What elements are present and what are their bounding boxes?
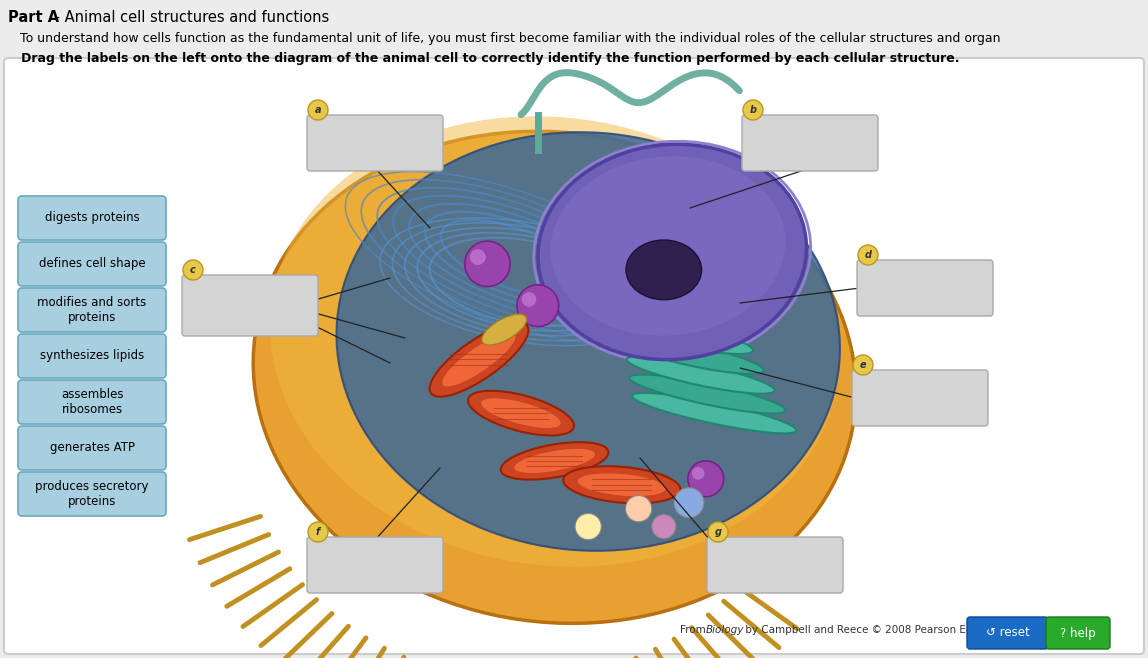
Ellipse shape (501, 442, 608, 480)
Text: - Animal cell structures and functions: - Animal cell structures and functions (51, 10, 329, 25)
Text: f: f (316, 527, 320, 537)
Ellipse shape (254, 132, 856, 623)
Ellipse shape (336, 132, 840, 551)
FancyBboxPatch shape (18, 196, 166, 240)
Ellipse shape (619, 301, 743, 334)
Circle shape (183, 260, 203, 280)
FancyBboxPatch shape (18, 472, 166, 516)
Text: digests proteins: digests proteins (45, 211, 139, 224)
FancyBboxPatch shape (18, 288, 166, 332)
Circle shape (692, 467, 705, 480)
Ellipse shape (468, 391, 574, 436)
Ellipse shape (538, 144, 806, 360)
FancyBboxPatch shape (183, 275, 318, 336)
Circle shape (517, 285, 559, 326)
Ellipse shape (429, 322, 528, 397)
Circle shape (626, 495, 652, 522)
Text: generates ATP: generates ATP (49, 442, 134, 455)
Ellipse shape (482, 314, 527, 345)
Ellipse shape (270, 116, 839, 567)
Circle shape (575, 513, 602, 540)
FancyBboxPatch shape (18, 334, 166, 378)
Text: e: e (860, 360, 867, 370)
FancyBboxPatch shape (307, 115, 443, 171)
Circle shape (708, 522, 728, 542)
FancyBboxPatch shape (307, 537, 443, 593)
Text: Part A: Part A (8, 10, 60, 25)
Text: d: d (864, 250, 871, 260)
Circle shape (308, 100, 328, 120)
Circle shape (521, 292, 536, 307)
Circle shape (743, 100, 763, 120)
Text: Biology: Biology (706, 625, 744, 635)
Text: c: c (191, 265, 196, 275)
Text: defines cell shape: defines cell shape (39, 257, 146, 270)
Text: modifies and sorts
proteins: modifies and sorts proteins (38, 296, 147, 324)
Circle shape (652, 515, 676, 538)
FancyBboxPatch shape (858, 260, 993, 316)
Text: a: a (315, 105, 321, 115)
Ellipse shape (627, 356, 775, 393)
Text: Drag the labels on the left onto the diagram of the animal cell to correctly ide: Drag the labels on the left onto the dia… (8, 52, 960, 65)
Ellipse shape (442, 332, 515, 386)
FancyBboxPatch shape (967, 617, 1048, 649)
Circle shape (465, 241, 510, 287)
Text: b: b (750, 105, 757, 115)
FancyBboxPatch shape (707, 537, 843, 593)
Ellipse shape (625, 338, 763, 374)
Ellipse shape (633, 393, 797, 434)
Circle shape (470, 249, 486, 265)
Text: To understand how cells function as the fundamental unit of life, you must first: To understand how cells function as the … (8, 32, 1001, 45)
FancyBboxPatch shape (1046, 617, 1110, 649)
Text: ? help: ? help (1061, 626, 1096, 640)
FancyBboxPatch shape (18, 426, 166, 470)
Circle shape (688, 461, 723, 497)
Text: synthesizes lipids: synthesizes lipids (40, 349, 145, 363)
Text: assembles
ribosomes: assembles ribosomes (61, 388, 123, 416)
FancyBboxPatch shape (18, 242, 166, 286)
Ellipse shape (481, 398, 560, 428)
Text: From: From (680, 625, 709, 635)
FancyBboxPatch shape (3, 58, 1145, 654)
Ellipse shape (626, 240, 701, 299)
Ellipse shape (551, 156, 785, 336)
Ellipse shape (564, 467, 681, 503)
Ellipse shape (577, 473, 666, 496)
Text: produces secretory
proteins: produces secretory proteins (36, 480, 149, 508)
FancyBboxPatch shape (852, 370, 988, 426)
Ellipse shape (629, 374, 785, 413)
Text: ↺ reset: ↺ reset (986, 626, 1030, 640)
Text: by Campbell and Reece © 2008 Pearson Education, Inc.: by Campbell and Reece © 2008 Pearson Edu… (742, 625, 1037, 635)
Circle shape (308, 522, 328, 542)
FancyBboxPatch shape (742, 115, 878, 171)
Text: g: g (714, 527, 721, 537)
FancyBboxPatch shape (18, 380, 166, 424)
Ellipse shape (514, 449, 595, 473)
Ellipse shape (621, 319, 753, 354)
Circle shape (858, 245, 878, 265)
Circle shape (853, 355, 872, 375)
Circle shape (674, 488, 704, 518)
